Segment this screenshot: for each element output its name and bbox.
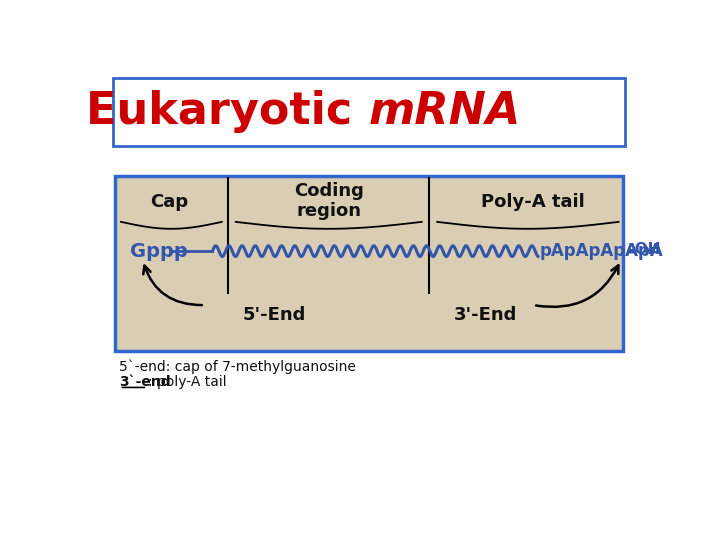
Text: pApApApApA: pApApApApA <box>539 242 663 260</box>
Text: 5'-End: 5'-End <box>243 306 306 324</box>
Text: Eukaryotic: Eukaryotic <box>86 90 367 133</box>
Text: Coding
region: Coding region <box>294 181 364 220</box>
Text: Cap: Cap <box>150 193 188 211</box>
FancyArrowPatch shape <box>536 265 618 307</box>
Text: mRNA: mRNA <box>369 90 521 133</box>
Text: : poly-A tail: : poly-A tail <box>148 375 227 389</box>
Text: 3`-end: 3`-end <box>120 375 171 389</box>
Text: Poly-A tail: Poly-A tail <box>482 193 585 211</box>
FancyBboxPatch shape <box>114 176 624 351</box>
Text: Gppp: Gppp <box>130 241 188 261</box>
FancyArrowPatch shape <box>143 266 202 305</box>
Text: 3'-End: 3'-End <box>454 306 517 324</box>
Text: –OH: –OH <box>627 242 660 257</box>
FancyBboxPatch shape <box>113 78 625 146</box>
Text: 5`-end: cap of 7-methylguanosine: 5`-end: cap of 7-methylguanosine <box>120 360 356 374</box>
